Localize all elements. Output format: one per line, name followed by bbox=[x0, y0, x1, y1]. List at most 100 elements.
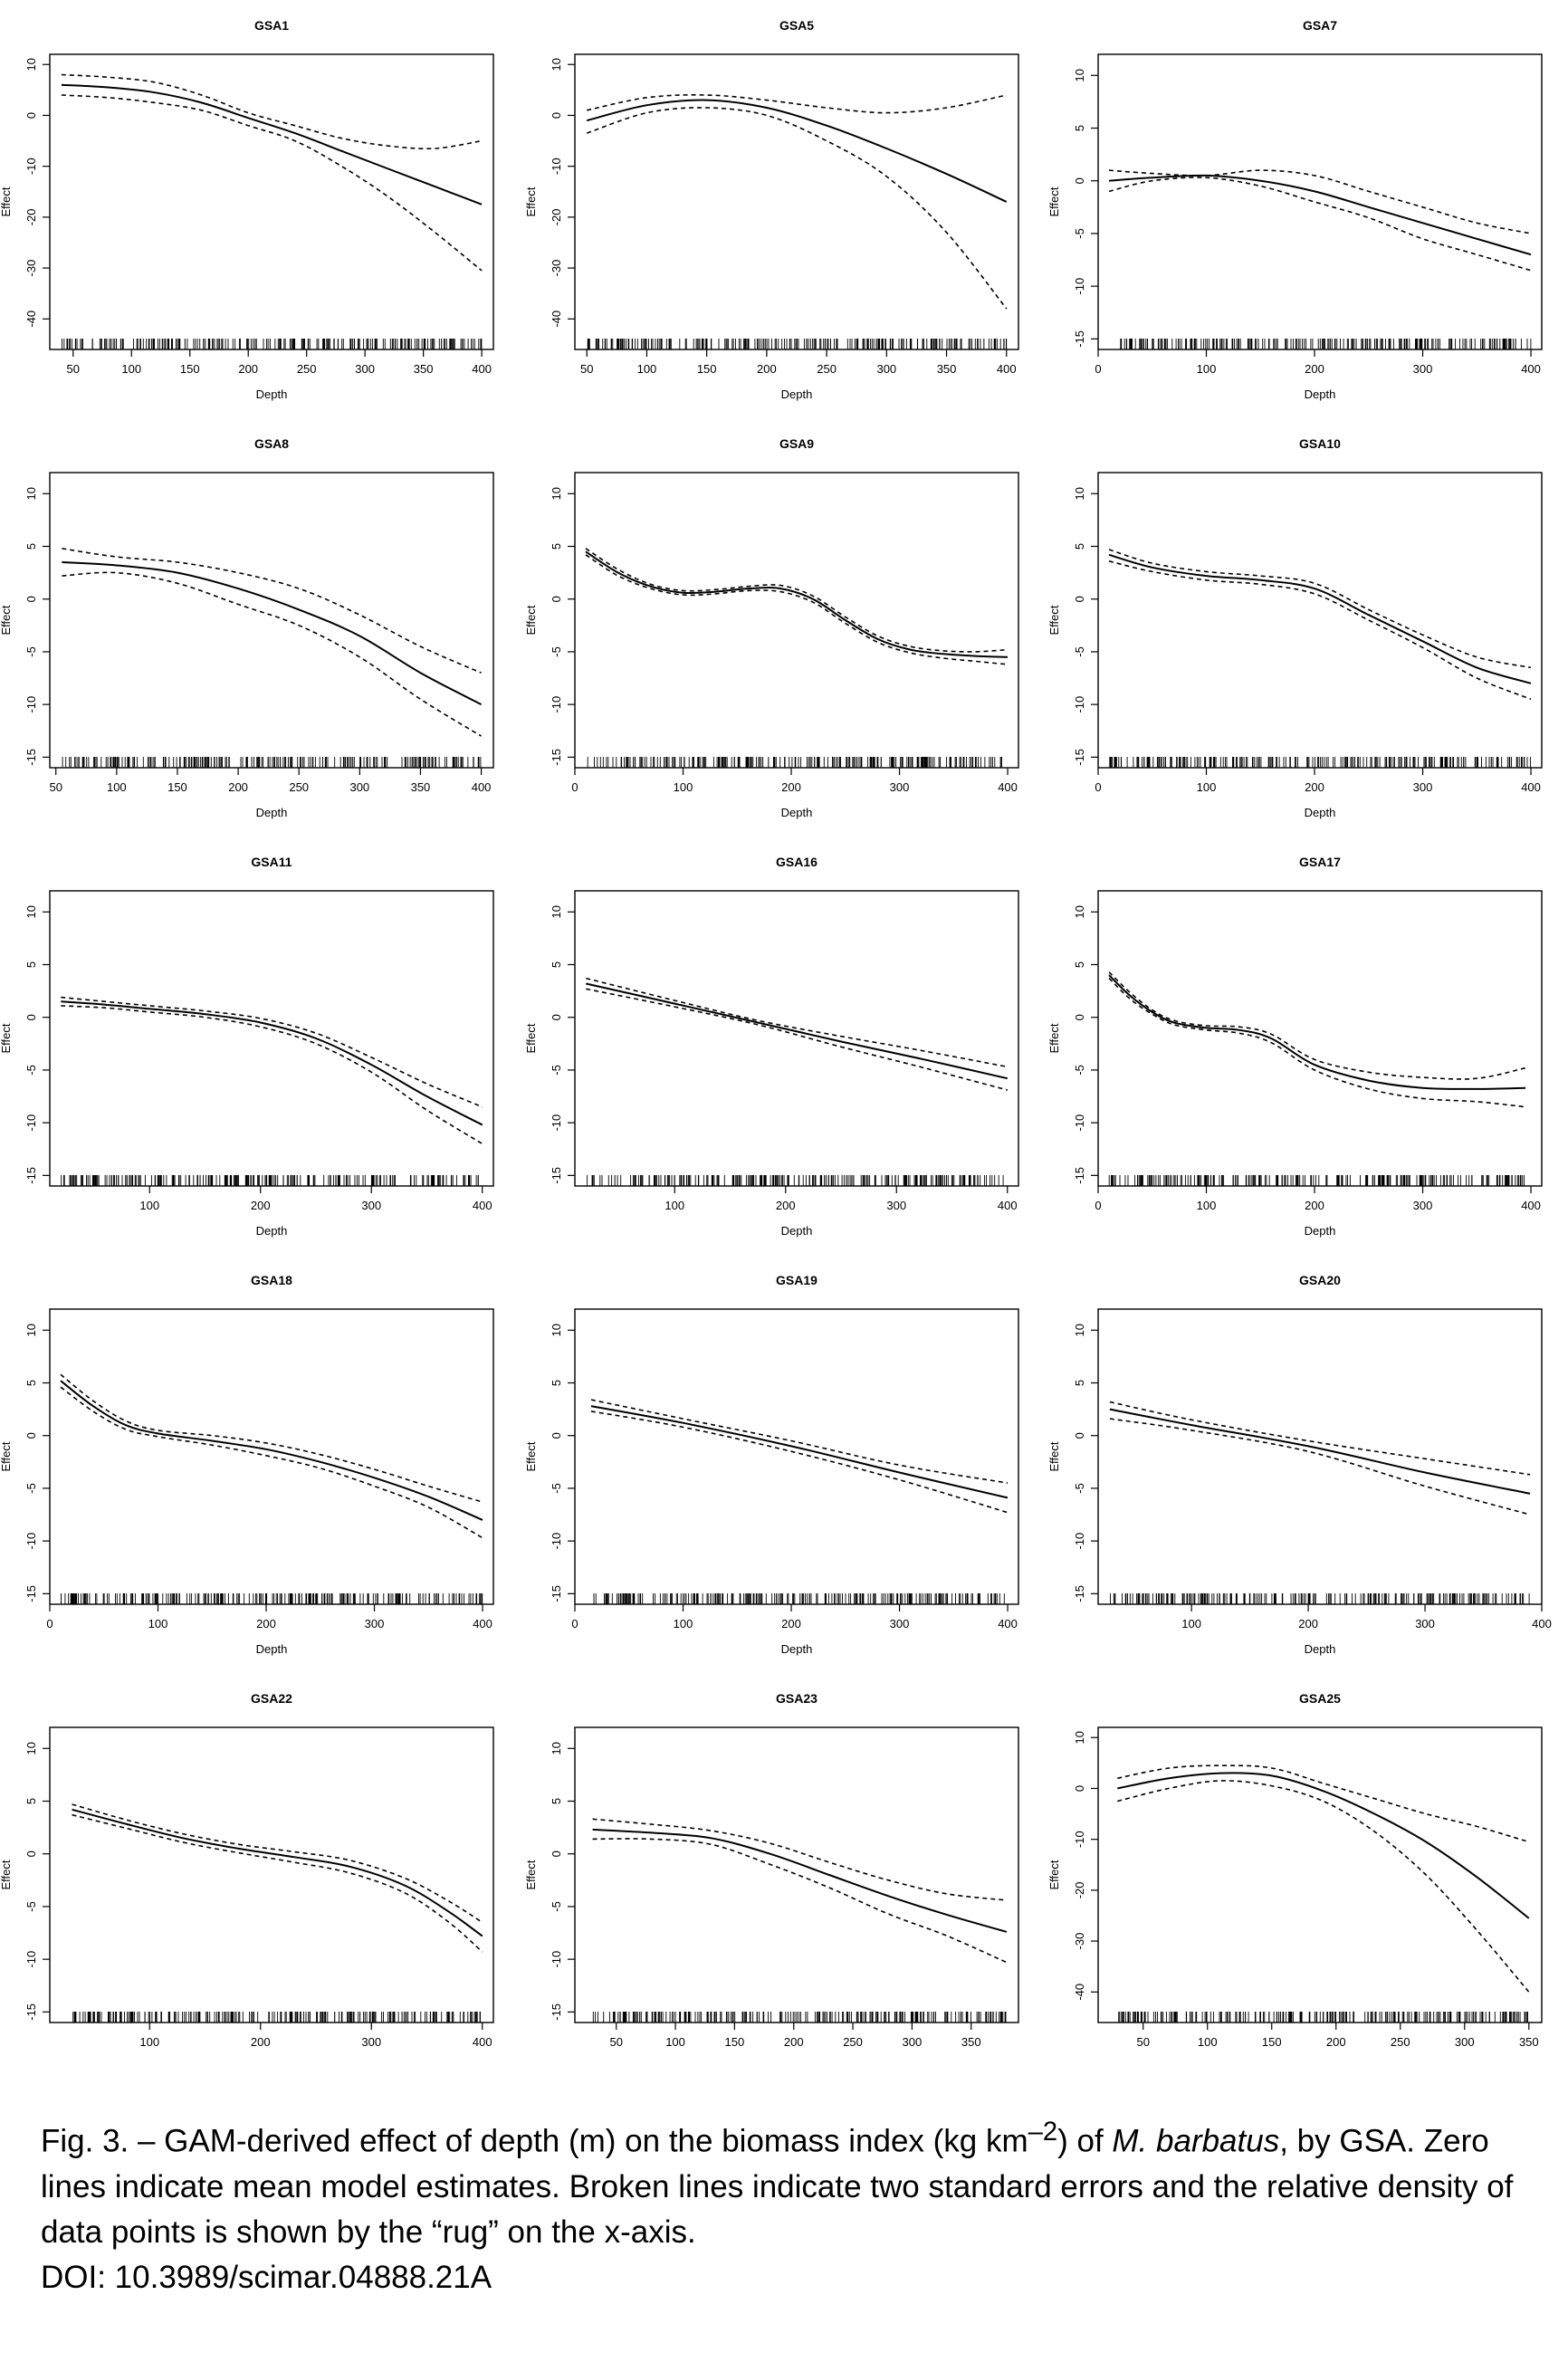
x-tick-label: 100 bbox=[1197, 362, 1217, 376]
x-tick-label: 100 bbox=[637, 362, 657, 376]
y-tick-label: 0 bbox=[24, 1432, 38, 1439]
x-tick-label: 350 bbox=[411, 780, 431, 794]
panel-gsa20: GSA20 100 200 300 400 10 5 0 -5 -10 -15 Depth Effect bbox=[1047, 1273, 1552, 1656]
x-tick-label: 150 bbox=[725, 2035, 745, 2046]
y-axis-label: Effect bbox=[1047, 1441, 1061, 1471]
y-tick-label: 0 bbox=[550, 112, 563, 119]
x-tick-label: 350 bbox=[1519, 2035, 1539, 2046]
x-tick-label: 250 bbox=[817, 362, 837, 376]
lower-se-curve bbox=[61, 94, 483, 272]
y-tick-label: -15 bbox=[1073, 1167, 1086, 1184]
x-tick-label: 100 bbox=[1197, 780, 1217, 794]
effect-curve bbox=[1109, 1408, 1531, 1495]
y-tick-label: 10 bbox=[1073, 1731, 1086, 1744]
x-tick-label: 50 bbox=[49, 780, 62, 794]
y-tick-label: 5 bbox=[550, 961, 563, 968]
lower-se-curve bbox=[585, 554, 1009, 665]
y-tick-label: 10 bbox=[550, 1742, 563, 1755]
effect-curve bbox=[1108, 174, 1532, 256]
caption-part2: ) of bbox=[1057, 2123, 1113, 2159]
y-tick-label: 5 bbox=[1073, 1380, 1086, 1386]
x-tick-label: 0 bbox=[571, 780, 578, 794]
y-tick-label: 5 bbox=[24, 961, 38, 968]
y-tick-label: 0 bbox=[550, 1014, 563, 1020]
x-tick-label: 100 bbox=[139, 1199, 159, 1212]
x-tick-label: 250 bbox=[843, 2035, 863, 2046]
panel-gsa11: GSA11 100 200 300 400 10 5 0 -5 -10 -15 Depth Effect bbox=[0, 855, 494, 1238]
x-tick-label: 200 bbox=[228, 780, 248, 794]
y-tick-label: -20 bbox=[1073, 1881, 1086, 1898]
y-tick-label: 0 bbox=[550, 1432, 563, 1439]
y-tick-label: -10 bbox=[24, 1533, 38, 1550]
x-tick-label: 350 bbox=[414, 362, 434, 376]
y-tick-label: 10 bbox=[24, 1324, 38, 1336]
x-tick-label: 50 bbox=[1136, 2035, 1149, 2046]
x-tick-label: 400 bbox=[998, 1617, 1018, 1630]
y-tick-label: -10 bbox=[550, 158, 563, 175]
upper-se-curve bbox=[1109, 1401, 1531, 1476]
x-tick-label: 300 bbox=[876, 362, 896, 376]
caption-species: M. barbatus bbox=[1112, 2123, 1280, 2159]
y-tick-label: -15 bbox=[24, 2003, 38, 2021]
x-axis-label: Depth bbox=[256, 387, 288, 401]
x-tick-label: 300 bbox=[886, 1199, 906, 1212]
x-tick-label: 300 bbox=[1413, 780, 1433, 794]
plot-frame bbox=[49, 890, 494, 1187]
upper-se-curve bbox=[61, 73, 483, 150]
x-tick-label: 400 bbox=[473, 1199, 492, 1212]
plot-frame bbox=[574, 1726, 1019, 2023]
y-tick-label: 10 bbox=[550, 905, 563, 918]
rug-marks bbox=[61, 1175, 479, 1186]
panel-gsa7: GSA7 0 100 200 300 400 10 5 0 -5 -10 -15 Depth Effect bbox=[1047, 18, 1543, 401]
x-tick-label: 50 bbox=[580, 362, 593, 376]
x-axis-label: Depth bbox=[256, 1224, 288, 1238]
y-tick-label: -10 bbox=[24, 1114, 38, 1132]
y-axis-label: Effect bbox=[0, 1023, 13, 1053]
lower-se-curve bbox=[1108, 978, 1526, 1108]
x-axis-label: Depth bbox=[256, 806, 288, 819]
x-axis-label: Depth bbox=[781, 1224, 813, 1238]
y-tick-label: -15 bbox=[1073, 749, 1086, 766]
plot-frame bbox=[1097, 472, 1543, 769]
y-tick-label: 5 bbox=[1073, 125, 1086, 131]
y-tick-label: -5 bbox=[550, 1483, 563, 1494]
x-tick-label: 200 bbox=[238, 362, 258, 376]
plot-frame bbox=[49, 1726, 494, 2023]
lower-se-curve bbox=[1108, 177, 1532, 272]
y-tick-label: -5 bbox=[550, 1065, 563, 1076]
y-tick-label: -10 bbox=[24, 1951, 38, 1968]
y-axis-label: Effect bbox=[0, 186, 13, 216]
upper-se-curve bbox=[586, 977, 1008, 1068]
panel-gsa9: GSA9 0 100 200 300 400 10 5 0 -5 -10 -15 Depth Effect bbox=[524, 436, 1019, 819]
y-axis-label: Effect bbox=[524, 186, 538, 216]
x-tick-label: 100 bbox=[674, 1617, 693, 1630]
x-tick-label: 400 bbox=[997, 362, 1017, 376]
upper-se-curve bbox=[61, 996, 483, 1108]
rug-marks bbox=[62, 757, 482, 768]
x-tick-label: 350 bbox=[937, 362, 957, 376]
y-axis-label: Effect bbox=[524, 1860, 538, 1889]
plot-frame bbox=[574, 53, 1019, 350]
y-axis-label: Effect bbox=[1047, 186, 1061, 216]
y-tick-label: -15 bbox=[550, 749, 563, 766]
plot-frame bbox=[1097, 53, 1543, 350]
plot-frame bbox=[49, 53, 494, 350]
x-tick-label: 400 bbox=[1521, 362, 1541, 376]
rug-marks bbox=[592, 2012, 1007, 2023]
rug-marks bbox=[587, 757, 1002, 768]
y-tick-label: -30 bbox=[24, 260, 38, 277]
y-tick-label: 5 bbox=[24, 1798, 38, 1804]
x-tick-label: 400 bbox=[1532, 1617, 1552, 1630]
y-tick-label: 5 bbox=[1073, 543, 1086, 550]
x-tick-label: 300 bbox=[1413, 1199, 1433, 1212]
effect-curve bbox=[586, 99, 1008, 203]
y-tick-label: -10 bbox=[1073, 1114, 1086, 1132]
y-tick-label: 0 bbox=[24, 596, 38, 602]
y-tick-label: -5 bbox=[24, 1065, 38, 1076]
figure-caption: Fig. 3. – GAM-derived effect of depth (m… bbox=[41, 2109, 1535, 2300]
y-tick-label: -10 bbox=[1073, 1831, 1086, 1848]
y-tick-label: 0 bbox=[1073, 1014, 1086, 1020]
upper-se-curve bbox=[590, 1399, 1009, 1484]
caption-text: Fig. 3. – GAM-derived effect of depth (m… bbox=[41, 2109, 1535, 2255]
